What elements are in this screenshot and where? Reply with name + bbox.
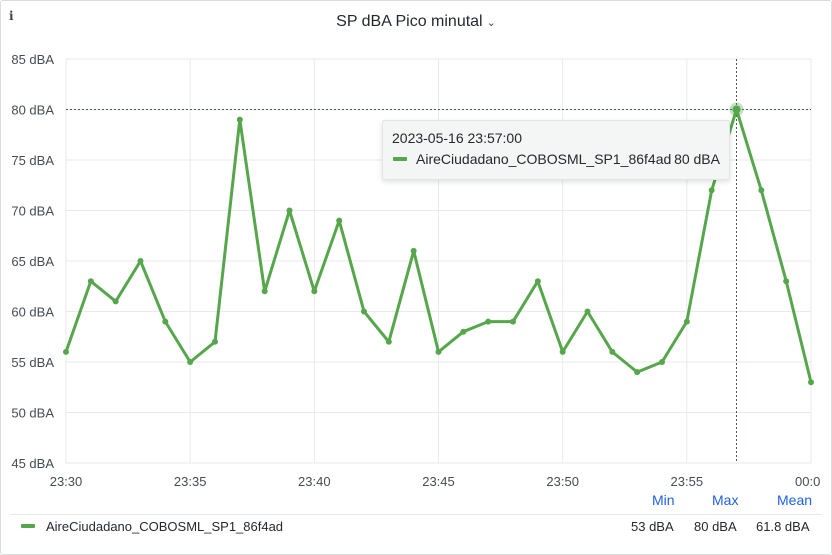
x-tick-label: 00:0 xyxy=(795,474,820,489)
data-point xyxy=(162,318,169,325)
hover-point xyxy=(732,105,741,114)
tooltip-value: 80 dBA xyxy=(674,151,720,167)
data-point xyxy=(659,359,665,365)
legend-header-mean[interactable]: Mean xyxy=(777,492,813,508)
data-point xyxy=(87,278,94,285)
x-tick-label: 23:55 xyxy=(671,474,704,489)
legend-mean-value: 61.8 dBA xyxy=(756,519,810,534)
x-tick-label: 23:40 xyxy=(298,474,331,489)
x-tick-label: 23:50 xyxy=(546,474,579,489)
data-point xyxy=(112,298,119,305)
data-point xyxy=(361,308,367,315)
tooltip: 2023-05-16 23:57:00 AireCiudadano_COBOSM… xyxy=(382,120,730,180)
data-point xyxy=(634,369,641,376)
data-point xyxy=(485,318,492,325)
data-point xyxy=(410,247,417,254)
data-point xyxy=(758,187,765,194)
y-tick-label: 45 dBA xyxy=(11,456,54,471)
info-icon[interactable]: i xyxy=(9,9,14,23)
legend-min-value: 53 dBA xyxy=(631,519,674,534)
data-point xyxy=(236,116,243,123)
data-point xyxy=(510,318,516,325)
x-tick-label: 23:45 xyxy=(422,474,455,489)
tooltip-series-name: AireCiudadano_COBOSML_SP1_86f4ad xyxy=(416,151,672,167)
legend-header-min[interactable]: Min xyxy=(652,492,675,508)
data-point xyxy=(385,338,392,345)
y-tick-label: 70 dBA xyxy=(11,204,54,219)
data-point xyxy=(336,217,343,224)
x-tick-label: 23:35 xyxy=(174,474,207,489)
data-point xyxy=(460,328,467,335)
data-point xyxy=(783,278,790,285)
legend-header-max[interactable]: Max xyxy=(712,492,739,508)
data-point xyxy=(187,359,194,365)
tooltip-time: 2023-05-16 23:57:00 xyxy=(392,130,522,146)
y-tick-label: 75 dBA xyxy=(11,153,54,168)
data-point xyxy=(609,348,616,355)
y-tick-label: 55 dBA xyxy=(11,355,54,370)
y-tick-label: 50 dBA xyxy=(11,406,54,421)
legend-divider xyxy=(10,514,822,515)
y-tick-label: 65 dBA xyxy=(11,254,54,269)
data-point xyxy=(63,348,69,355)
y-tick-label: 85 dBA xyxy=(11,52,54,67)
panel-title[interactable]: SP dBA Pico minutal ⌄ xyxy=(1,13,831,31)
x-tick-label: 23:30 xyxy=(50,474,83,489)
legend-series-swatch xyxy=(21,524,35,528)
panel-title-text: SP dBA Pico minutal xyxy=(336,13,483,30)
data-point xyxy=(683,318,690,325)
tooltip-series-swatch xyxy=(393,157,407,161)
chevron-down-icon: ⌄ xyxy=(486,17,496,29)
data-point xyxy=(534,278,541,285)
data-point xyxy=(311,288,318,295)
data-point xyxy=(435,348,442,355)
data-point xyxy=(212,338,218,345)
legend-max-value: 80 dBA xyxy=(694,519,737,534)
data-point xyxy=(261,288,268,295)
data-point xyxy=(286,207,293,214)
data-point xyxy=(708,187,715,194)
data-point xyxy=(808,379,814,386)
y-tick-label: 60 dBA xyxy=(11,305,54,320)
y-tick-label: 80 dBA xyxy=(11,103,54,118)
data-point xyxy=(137,258,144,264)
data-point xyxy=(584,308,591,315)
data-point xyxy=(559,348,566,355)
legend-series-name[interactable]: AireCiudadano_COBOSML_SP1_86f4ad xyxy=(46,519,284,534)
